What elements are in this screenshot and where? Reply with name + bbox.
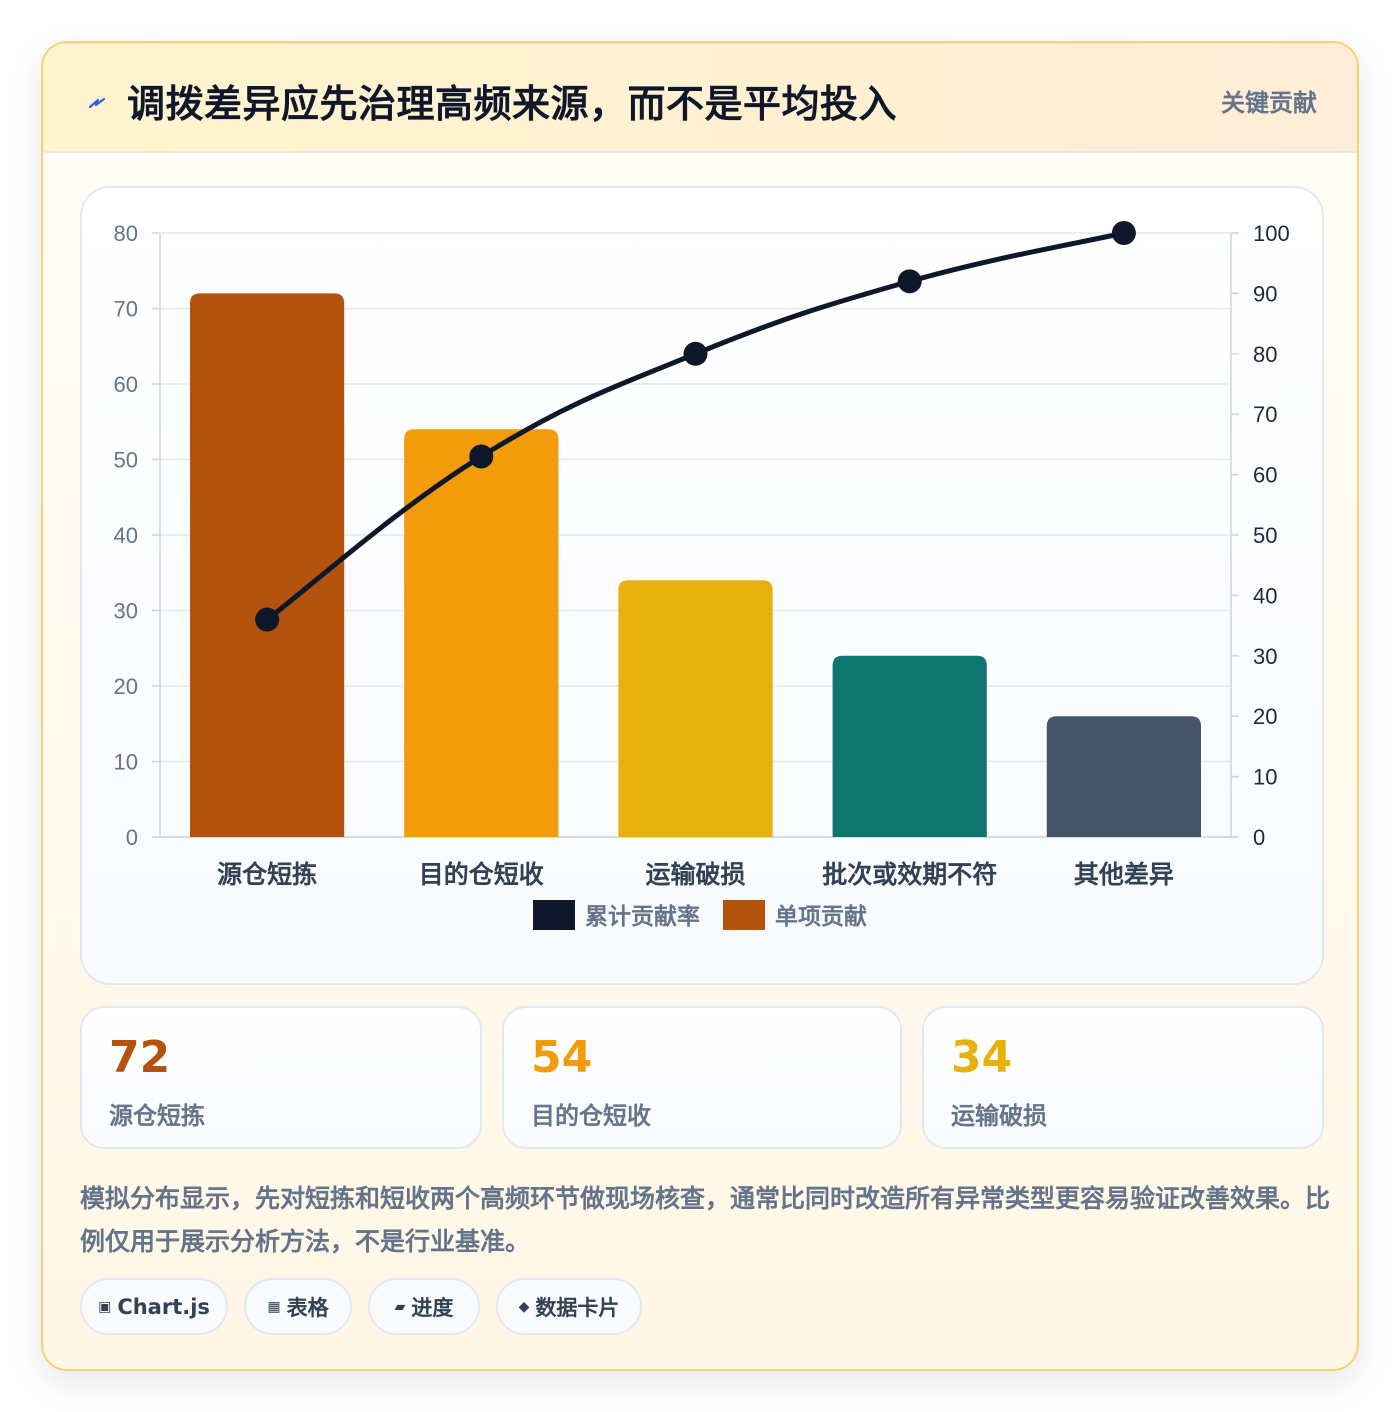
x-tick-label: 其他差异	[1074, 860, 1174, 889]
y-tick-label: 50	[114, 448, 138, 473]
y2-tick-label: 30	[1253, 644, 1277, 669]
stat-card-1: 72 源仓短拣	[80, 1006, 482, 1149]
cumulative-point	[469, 444, 494, 469]
cumulative-point	[683, 341, 708, 366]
stat-label: 目的仓短收	[531, 1102, 651, 1130]
pill-label: 进度	[411, 1295, 454, 1320]
pill-label: 表格	[286, 1295, 329, 1320]
pill-table[interactable]: ▦ 表格	[244, 1278, 352, 1335]
y-tick-label: 70	[114, 297, 138, 322]
pill-progress[interactable]: ▰ 进度	[368, 1278, 480, 1335]
x-tick-label: 运输破损	[645, 860, 745, 889]
legend-label: 累计贡献率	[585, 903, 700, 930]
y2-tick-label: 80	[1253, 342, 1277, 367]
y2-tick-label: 0	[1253, 825, 1265, 850]
bar	[189, 293, 345, 837]
stat-value: 72	[109, 1032, 171, 1083]
header-tag: 关键贡献	[1221, 89, 1317, 117]
stat-card-3: 34 运输破损	[922, 1006, 1324, 1149]
y2-tick-label: 20	[1253, 704, 1277, 729]
x-tick-label: 源仓短拣	[217, 860, 317, 889]
analysis-note: 模拟分布显示，先对短拣和短收两个高频环节做现场核查，通常比同时改造所有异常类型更…	[80, 1184, 1331, 1256]
stat-label: 源仓短拣	[109, 1102, 205, 1130]
stat-value: 34	[951, 1032, 1013, 1083]
y-tick-label: 30	[114, 599, 138, 624]
y-tick-label: 20	[114, 674, 138, 699]
progress-icon: ▰	[394, 1298, 406, 1315]
y2-tick-label: 100	[1253, 221, 1290, 246]
cumulative-line	[265, 230, 1125, 622]
cumulative-point	[897, 269, 922, 294]
legend-label: 单项贡献	[775, 904, 867, 930]
card-header: 调拨差异应先治理高频来源，而不是平均投入 关键贡献	[43, 43, 1357, 153]
y-tick-label: 60	[114, 372, 138, 397]
y2-tick-label: 60	[1253, 463, 1277, 488]
page-title: 调拨差异应先治理高频来源，而不是平均投入	[127, 82, 898, 126]
main-card: 调拨差异应先治理高频来源，而不是平均投入 关键贡献 0 10 20 30 40 50 60 7…	[41, 41, 1359, 1371]
legend-swatch	[723, 900, 765, 930]
cumulative-point	[1111, 221, 1136, 245]
bar	[618, 580, 773, 837]
pill-label: 数据卡片	[535, 1295, 620, 1320]
bar	[404, 429, 559, 837]
stat-label: 运输破损	[951, 1102, 1047, 1130]
x-tick-label: 目的仓短收	[419, 860, 544, 889]
pill-label: Chart.js	[117, 1294, 210, 1319]
pill-chartjs[interactable]: ▣ Chart.js	[80, 1278, 228, 1335]
y-tick-label: 80	[114, 221, 138, 246]
chart-icon: ▣	[98, 1298, 112, 1315]
y2-tick-label: 70	[1253, 402, 1277, 427]
x-tick-label: 批次或效期不符	[822, 860, 997, 889]
y2-tick-label: 40	[1253, 583, 1277, 608]
y-tick-label: 0	[126, 825, 138, 850]
bar	[1046, 716, 1202, 837]
bolt-icon	[88, 97, 106, 109]
bar	[832, 655, 987, 837]
y2-tick-label: 90	[1253, 281, 1277, 306]
cumulative-point	[255, 607, 280, 632]
stat-value: 54	[531, 1032, 593, 1083]
y-tick-label: 10	[114, 750, 138, 775]
y-tick-label: 40	[114, 523, 138, 548]
pareto-chart: 0 10 20 30 40 50 60 70 80 0 10 20 30 40 50 60 70 80 90 100 源…	[114, 221, 1290, 930]
y2-tick-label: 50	[1253, 523, 1277, 548]
legend-swatch	[533, 900, 575, 930]
diamond-icon: ◆	[518, 1298, 530, 1315]
pill-data-card[interactable]: ◆ 数据卡片	[496, 1278, 642, 1335]
y2-tick-label: 10	[1253, 765, 1277, 790]
table-icon: ▦	[267, 1298, 281, 1315]
stat-card-2: 54 目的仓短收	[502, 1006, 902, 1149]
chart-panel: 0 10 20 30 40 50 60 70 80 0 10 20 30 40 50 60 70 80 90 100 源…	[80, 186, 1324, 985]
